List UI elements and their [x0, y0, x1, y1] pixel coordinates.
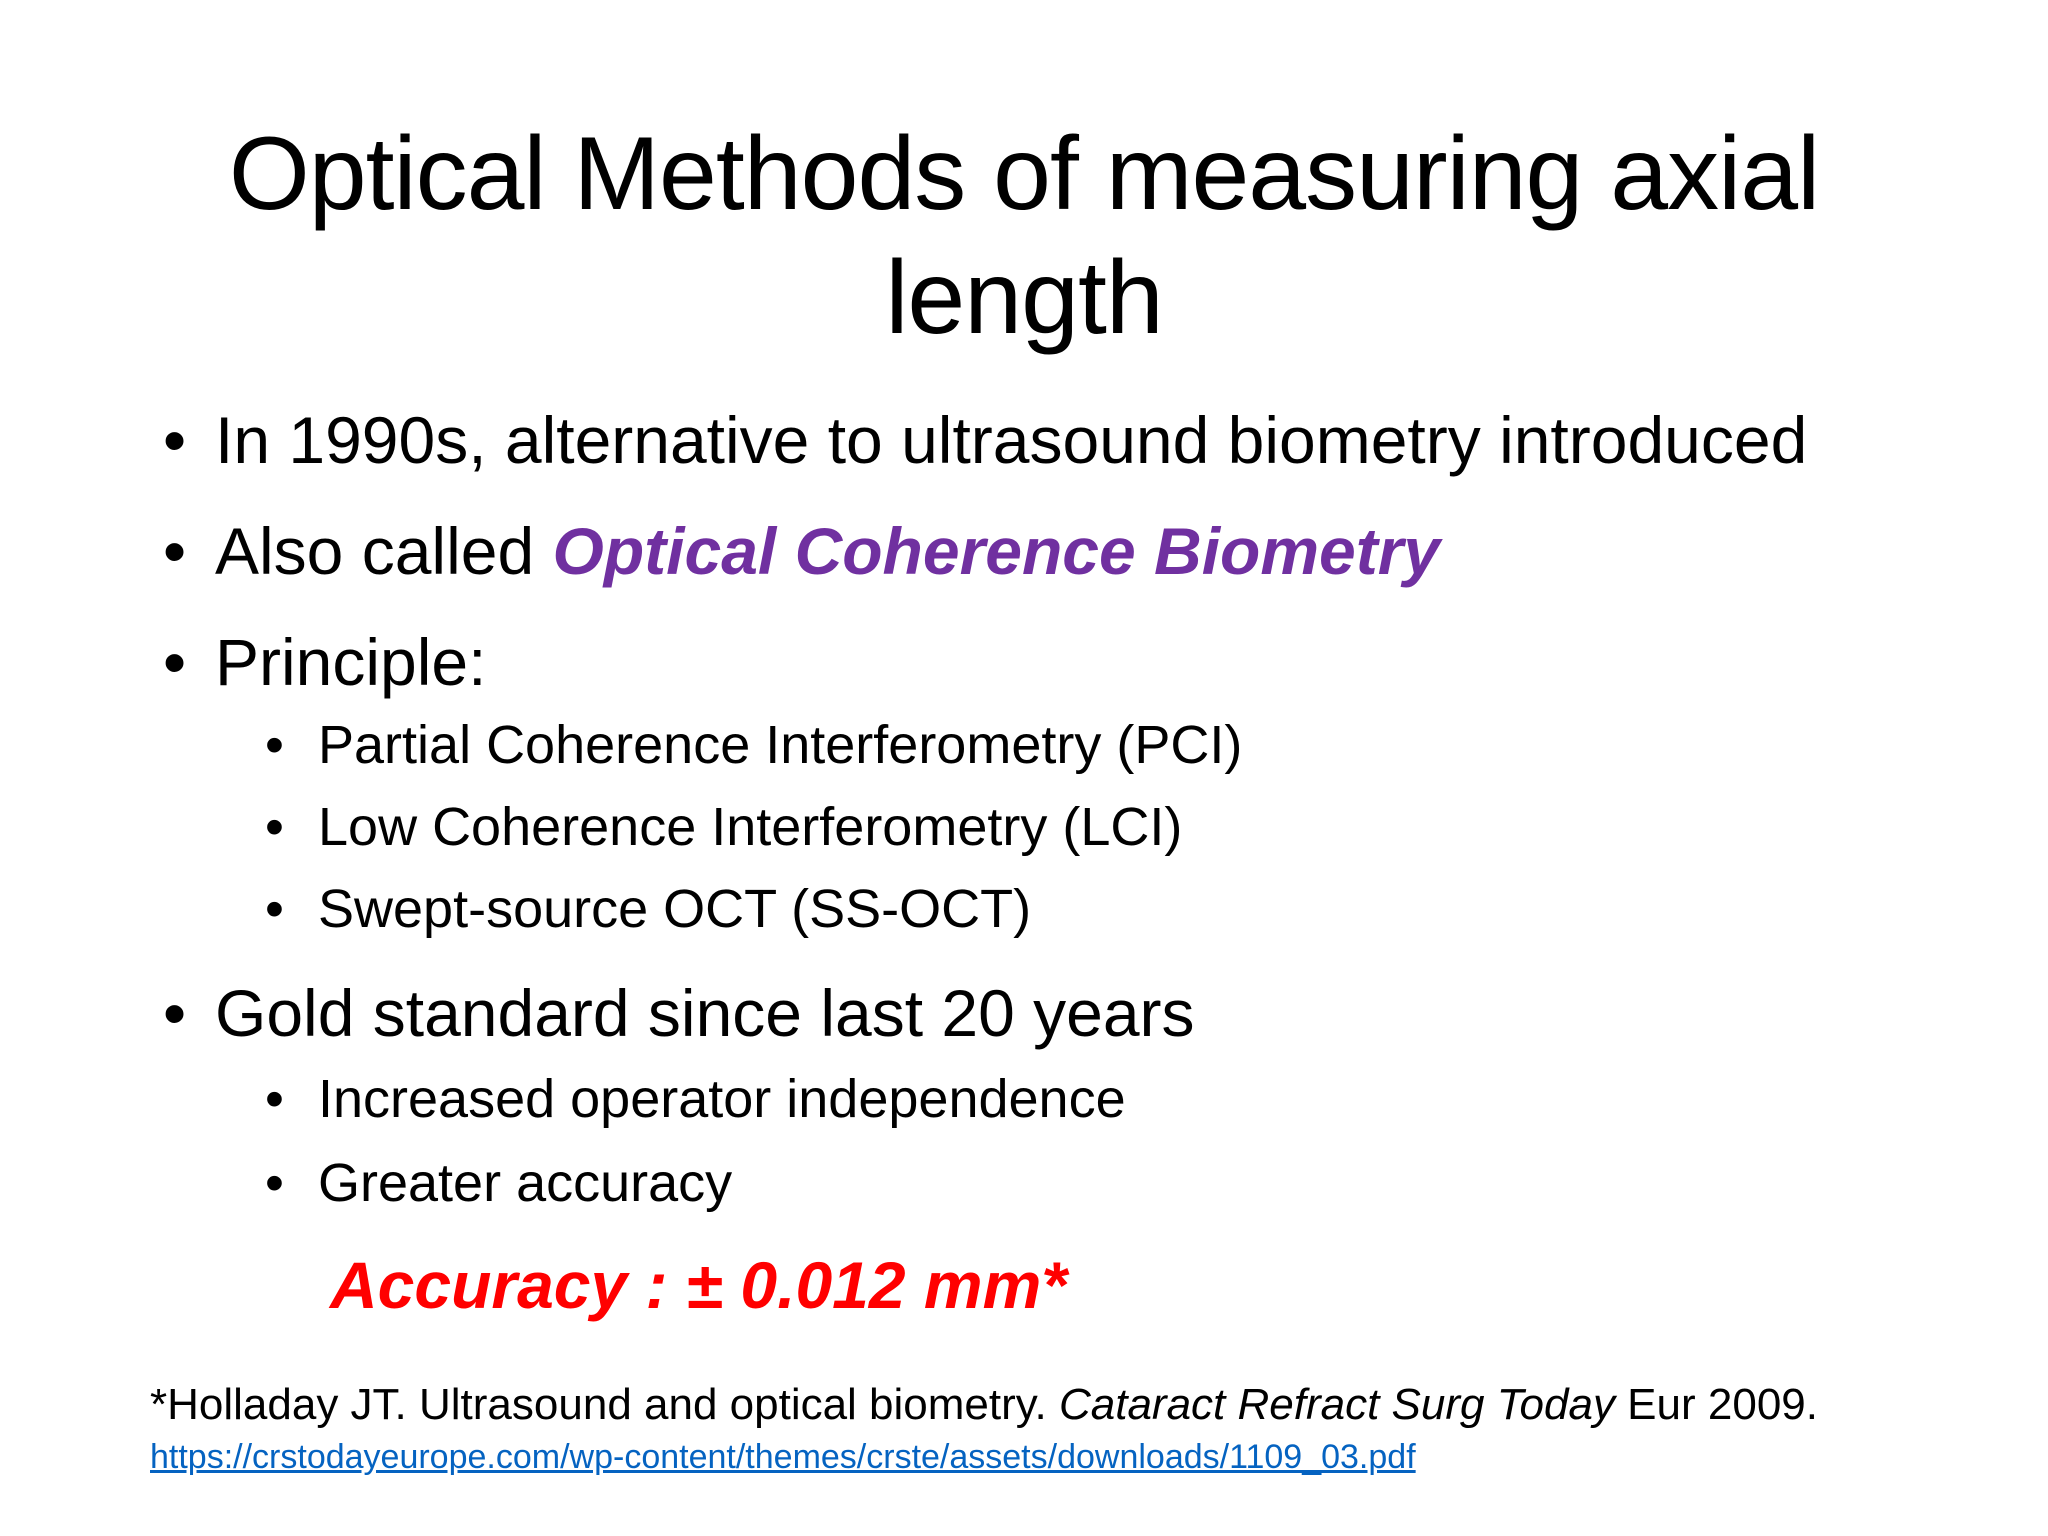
bullet-dot: •: [163, 514, 187, 588]
citation-journal: Cataract Refract Surg Today: [1058, 1380, 1615, 1429]
bullet-text: Low Coherence Interferometry (LCI): [318, 797, 1183, 857]
citation-prefix: *Holladay JT. Ultrasound and optical bio…: [150, 1380, 1059, 1429]
bullet-text: Also called Optical Coherence Biometry: [215, 511, 1440, 591]
bullet-text: Greater accuracy: [318, 1153, 733, 1213]
bullet-dot: •: [265, 1153, 284, 1213]
bullet-prefix: Also called: [215, 514, 553, 588]
bullet-text: Increased operator independence: [318, 1069, 1126, 1129]
slide-title: Optical Methods of measuring axial lengt…: [228, 116, 1820, 356]
bullet-dot: •: [265, 1069, 284, 1129]
bullet-dot: •: [265, 797, 284, 857]
bullet-dot: •: [163, 403, 187, 477]
emphasis-term: Optical Coherence Biometry: [552, 514, 1441, 588]
bullet-dot: •: [265, 879, 284, 939]
bullet-dot: •: [163, 976, 187, 1050]
bullet-text: Partial Coherence Interferometry (PCI): [318, 715, 1243, 775]
bullet-dot: •: [265, 715, 284, 775]
reference-link[interactable]: https://crstodayeurope.com/wp-content/th…: [150, 1438, 1416, 1476]
citation: *Holladay JT. Ultrasound and optical bio…: [150, 1378, 1818, 1432]
bullet-text: In 1990s, alternative to ultrasound biom…: [215, 403, 1808, 477]
accuracy-callout: Accuracy : ± 0.012 mm*: [330, 1248, 1067, 1322]
bullet-text: Gold standard since last 20 years: [215, 976, 1195, 1050]
bullet-text: Swept-source OCT (SS-OCT): [318, 879, 1032, 939]
bullet-dot: •: [163, 625, 187, 699]
citation-suffix: Eur 2009.: [1614, 1380, 1818, 1429]
bullet-text: Principle:: [215, 625, 487, 699]
